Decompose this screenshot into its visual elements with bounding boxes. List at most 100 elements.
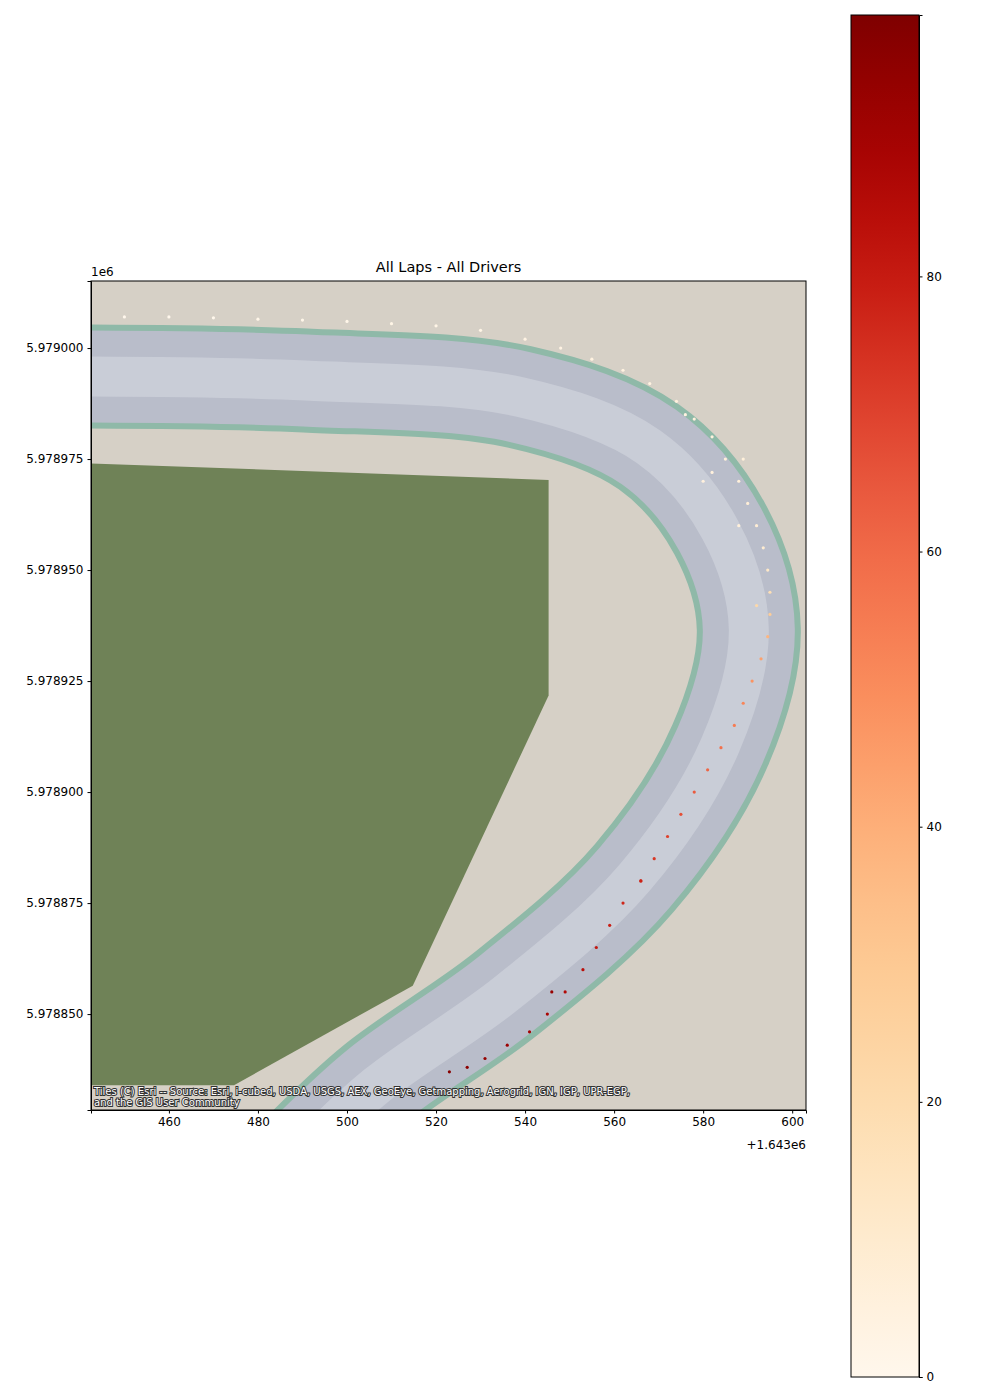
x-axis-line [92,1111,807,1114]
colorbar-tick-label: 60 [927,545,942,559]
basemap [91,281,806,1110]
chart-title: All Laps - All Drivers [376,259,522,275]
x-tick-label: 500 [336,1115,359,1129]
scatter-point [608,924,611,927]
x-tick-mark [347,1110,348,1114]
scatter-point [506,1044,509,1047]
scatter-point [581,968,584,971]
y-tick-mark [88,681,92,682]
scatter-point [590,358,593,361]
scatter-point [528,1030,531,1033]
scatter-point [212,316,215,319]
y-tick-mark [88,903,92,904]
scatter-point [742,457,745,460]
x-tick-mark [525,1110,526,1114]
x-tick: 500 [336,1110,359,1129]
attribution: Tiles (C) Esri -- Source: Esri, i-cubed,… [93,1086,630,1097]
colorbar-tick-label: 0 [927,1370,935,1384]
scatter-point [546,1012,549,1015]
scatter-point [737,480,740,483]
scatter-point [679,813,682,816]
scatter-point [710,471,713,474]
colorbar-tick-mark [919,552,923,553]
x-tick-mark [703,1110,704,1114]
x-tick-mark [436,1110,437,1114]
colorbar-tick: 80 [919,270,942,284]
scatter-point [755,604,758,607]
colorbar-tick-label: 40 [927,820,942,834]
y-tick: 5.978900 [26,785,91,799]
scatter-point [256,318,259,321]
scatter-point [737,524,740,527]
plot-frame [91,281,806,1110]
y-tick: 5.978875 [26,896,91,910]
x-tick-label: 580 [692,1115,715,1129]
y-tick-label: 5.978925 [26,674,83,688]
scatter-point [742,702,745,705]
x-tick-mark [169,1110,170,1114]
scatter-point [648,382,651,385]
scatter-point [768,591,771,594]
scatter-point [755,524,758,527]
scatter-point [693,417,696,420]
scatter-point [466,1066,469,1069]
colorbar-tick-mark [919,827,923,828]
x-tick: 560 [603,1110,626,1129]
scatter-point [550,990,553,993]
x-tick-mark [614,1110,615,1114]
colorbar-tick: 20 [919,1095,942,1109]
scatter-point [483,1057,486,1060]
y-offset-label: 1e6 [91,265,114,279]
scatter-point [448,1070,451,1073]
y-tick-label: 5.978975 [26,452,83,466]
y-tick-mark [88,792,92,793]
scatter-point [702,480,705,483]
y-axis: 5.978850 5.978875 5.978900 5.978925 5.978950… [26,282,91,1111]
x-tick-label: 540 [514,1115,537,1129]
scatter-point [564,990,567,993]
scatter-point [675,400,678,403]
colorbar-tick-label: 80 [927,270,942,284]
y-tick-label: 5.978850 [26,1007,83,1021]
colorbar-tick: 60 [919,545,942,559]
y-tick: 5.978975 [26,452,91,466]
colorbar-tick-mark [919,276,923,277]
scatter-point [746,502,749,505]
colorbar-tick-label: 20 [927,1095,942,1109]
y-tick: 5.978950 [26,563,91,577]
scatter-point [479,329,482,332]
scatter-point [666,835,669,838]
basemap-verge [91,376,749,1110]
scatter-point [684,413,687,416]
y-tick: 5.979000 [26,341,91,355]
basemap-track-highlight [91,376,749,1110]
colorbar [851,15,919,1377]
scatter-point [390,322,393,325]
colorbar-tick-mark [919,1377,923,1378]
y-tick-mark [88,570,92,571]
scatter-point [706,768,709,771]
scatter-point [123,315,126,318]
scatter-point [768,613,771,616]
scatter-point [733,724,736,727]
x-tick: 580 [692,1110,715,1129]
x-tick-label: 560 [603,1115,626,1129]
y-axis-line [88,282,92,1111]
scatter-point [762,546,765,549]
scatter-point [719,746,722,749]
x-tick: 520 [425,1110,448,1129]
points [123,315,772,1073]
y-tick: 5.978925 [26,674,91,688]
x-tick-mark [792,1110,793,1114]
colorbar-axis: 0 20 40 60 80 [919,16,942,1385]
y-tick-mark [88,348,92,349]
x-tick: 480 [247,1110,270,1129]
y-tick-label: 5.979000 [26,341,83,355]
scatter-point [766,635,769,638]
x-offset-label: +1.643e6 [747,1138,806,1152]
scatter-point [434,324,437,327]
y-tick: 5.978850 [26,1007,91,1021]
y-tick-label: 5.978950 [26,563,83,577]
x-tick-label: 600 [781,1115,804,1129]
x-tick-label: 520 [425,1115,448,1129]
